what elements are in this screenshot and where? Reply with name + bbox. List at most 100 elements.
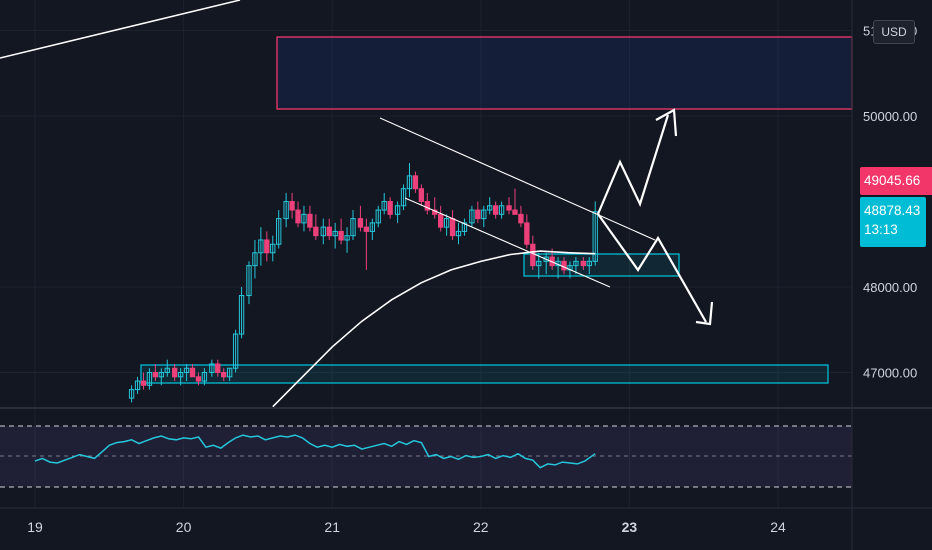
candle-body bbox=[375, 209, 381, 224]
candle-body bbox=[313, 226, 319, 237]
candle-body bbox=[252, 252, 258, 267]
candle-body bbox=[350, 218, 356, 237]
candle-body bbox=[264, 239, 270, 254]
price-label: 50000.00 bbox=[863, 109, 917, 124]
rsi-pane bbox=[0, 425, 852, 488]
candle-body bbox=[307, 213, 313, 228]
candle bbox=[524, 214, 530, 249]
candle-body bbox=[438, 213, 444, 228]
candle-body bbox=[469, 209, 475, 224]
candle bbox=[432, 197, 438, 219]
candle bbox=[313, 214, 319, 240]
candle-body bbox=[283, 201, 289, 220]
time-label: 23 bbox=[622, 519, 638, 535]
candle-body bbox=[369, 222, 375, 232]
candle bbox=[536, 252, 542, 279]
rsi-line bbox=[34, 434, 596, 469]
trendline-long[interactable] bbox=[0, 0, 241, 59]
candle-body bbox=[586, 260, 592, 267]
candle-body bbox=[128, 389, 135, 399]
candle-body bbox=[580, 260, 587, 267]
drawing-layer-front bbox=[0, 0, 714, 326]
candle bbox=[394, 201, 401, 223]
candle-body bbox=[530, 243, 536, 267]
price-tag-red: 49045.66 bbox=[860, 167, 932, 195]
candle bbox=[375, 205, 381, 228]
candle-body bbox=[276, 218, 282, 245]
resistance-zone[interactable] bbox=[276, 36, 853, 110]
candle-body bbox=[357, 218, 364, 228]
candle bbox=[172, 363, 178, 382]
candle bbox=[134, 376, 141, 394]
channel-upper-line[interactable] bbox=[379, 117, 656, 241]
candle bbox=[332, 222, 338, 249]
candle bbox=[189, 363, 196, 378]
channel-lower-line[interactable] bbox=[404, 197, 611, 288]
candle bbox=[232, 329, 239, 373]
candle bbox=[270, 235, 276, 262]
candle-body bbox=[301, 213, 307, 224]
candle bbox=[307, 205, 313, 232]
drawing-layer-back bbox=[140, 36, 853, 384]
candle-body bbox=[189, 367, 196, 378]
candle bbox=[140, 372, 147, 390]
candle bbox=[128, 385, 135, 403]
candle-body bbox=[164, 367, 170, 374]
time-axis[interactable]: 19 20 21 22 23 24 bbox=[27, 519, 786, 535]
candle bbox=[158, 368, 164, 386]
candle bbox=[518, 205, 524, 228]
price-tag-last: 48878.43 13:13 bbox=[860, 197, 926, 247]
candle-body bbox=[238, 295, 245, 335]
candle bbox=[246, 261, 252, 305]
candle-body bbox=[475, 209, 481, 220]
projection-up-arrow-path[interactable] bbox=[596, 114, 670, 215]
candle bbox=[301, 205, 307, 232]
candle-body bbox=[443, 218, 450, 228]
candle bbox=[195, 372, 202, 386]
candle bbox=[350, 210, 356, 240]
candle-body bbox=[215, 363, 221, 374]
candle-body bbox=[536, 260, 542, 267]
candle bbox=[146, 368, 153, 390]
candle-body bbox=[177, 372, 184, 378]
candle bbox=[152, 363, 159, 382]
price-tag-red-value: 49045.66 bbox=[864, 173, 921, 188]
candle bbox=[338, 218, 344, 245]
candle bbox=[449, 210, 456, 240]
candle-body bbox=[400, 188, 407, 207]
candle-body bbox=[226, 367, 233, 378]
candle bbox=[406, 163, 413, 198]
candle bbox=[209, 359, 215, 377]
candle-body bbox=[221, 372, 227, 378]
candle bbox=[258, 227, 264, 266]
candle-body bbox=[172, 367, 178, 378]
candle-body bbox=[232, 333, 239, 369]
candle-body bbox=[492, 205, 499, 215]
candle bbox=[238, 287, 245, 339]
candle-body bbox=[481, 209, 487, 220]
candle-body bbox=[270, 243, 276, 254]
candle bbox=[215, 359, 221, 377]
candle bbox=[424, 192, 430, 215]
currency-badge[interactable]: USD bbox=[873, 20, 915, 44]
support-zone-wide[interactable] bbox=[140, 364, 829, 384]
candle bbox=[326, 218, 332, 240]
candle-body bbox=[487, 205, 493, 211]
candle bbox=[443, 214, 450, 236]
candle bbox=[289, 192, 295, 219]
candle bbox=[487, 197, 493, 215]
time-label: 22 bbox=[473, 519, 489, 535]
candle bbox=[320, 218, 326, 245]
candle bbox=[201, 368, 208, 386]
price-label: 47000.00 bbox=[863, 366, 917, 381]
candle bbox=[492, 201, 499, 219]
candle-body bbox=[561, 260, 567, 271]
candle bbox=[461, 218, 468, 236]
candle bbox=[164, 359, 170, 377]
candle bbox=[283, 192, 289, 228]
support-zone-small[interactable] bbox=[523, 253, 680, 277]
candle bbox=[183, 363, 190, 382]
candle bbox=[418, 184, 425, 206]
projection-down-arrow-path[interactable] bbox=[597, 213, 707, 323]
